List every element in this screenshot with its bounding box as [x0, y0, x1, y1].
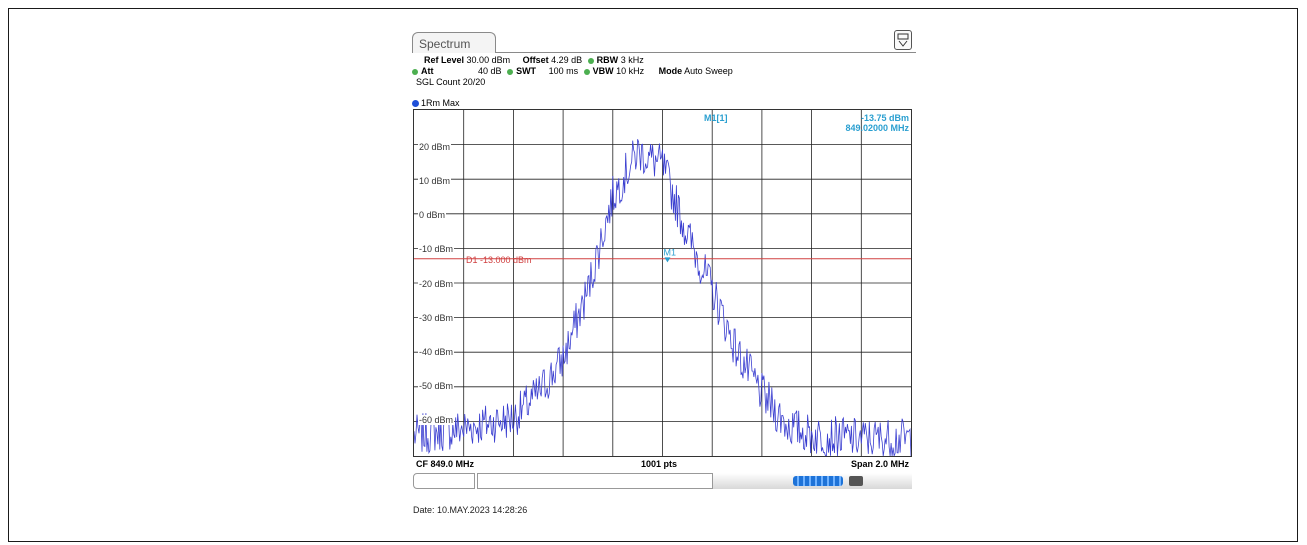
- marker-m1-label: M1: [663, 247, 676, 257]
- marker-m1-symbol: [664, 257, 671, 263]
- swt-status-dot: [507, 68, 514, 75]
- marker-level: -13.75 dBm: [860, 113, 909, 123]
- vbw-status-dot: [583, 68, 590, 75]
- marker-name: M1[1]: [704, 113, 728, 123]
- vbw-value: 10 kHz: [616, 66, 645, 76]
- ref-level-value: 30.00 dBm: [466, 55, 511, 65]
- vbw-label: VBW: [592, 66, 614, 76]
- swt-label: SWT: [516, 66, 537, 76]
- y-tick-label: -20 dBm: [418, 279, 455, 289]
- screenshot-date: Date: 10.MAY.2023 14:28:26: [413, 505, 528, 515]
- param-row-2: Att 40 dB SWT 100 ms VBW 10 kHz Mode Aut…: [412, 66, 733, 77]
- rbw-value: 3 kHz: [620, 55, 644, 65]
- trace-label: 1Rm Max: [421, 98, 460, 108]
- tab-spectrum[interactable]: Spectrum: [412, 32, 496, 53]
- y-tick-label: -30 dBm: [418, 313, 455, 323]
- att-value: 40 dB: [478, 66, 502, 76]
- trace-indicator: 1Rm Max: [412, 98, 460, 108]
- hardware-status-icon: [849, 476, 863, 486]
- att-label: Att: [421, 66, 434, 76]
- printer-icon-glyph: [897, 33, 909, 47]
- rbw-label: RBW: [596, 55, 619, 65]
- offset-label: Offset: [522, 55, 549, 65]
- y-tick-label: -10 dBm: [418, 244, 455, 254]
- spectrum-analyzer-screen: Spectrum Ref Level 30.00 dBm Offset 4.29…: [410, 28, 916, 494]
- display-line-label: D1 -13.000 dBm: [466, 255, 532, 265]
- trace-dot-icon: [412, 100, 419, 108]
- offset-value: 4.29 dB: [551, 55, 583, 65]
- measuring-progress-bar: [793, 476, 843, 486]
- rbw-status-dot: [587, 57, 594, 64]
- center-frequency: CF 849.0 MHz: [416, 459, 475, 469]
- span-value: Span 2.0 MHz: [850, 459, 909, 469]
- trace-line: [414, 139, 911, 456]
- ref-level-label: Ref Level: [424, 55, 465, 65]
- marker-frequency: 849.02000 MHz: [845, 123, 909, 133]
- status-field-message: [477, 473, 713, 489]
- param-row-1: Ref Level 30.00 dBm Offset 4.29 dB RBW 3…: [424, 55, 644, 66]
- status-bar: [413, 473, 912, 490]
- tab-divider: [496, 52, 916, 53]
- y-tick-label: -60 dBm: [418, 415, 455, 425]
- swt-value: 100 ms: [548, 66, 579, 76]
- y-tick-label: 0 dBm: [418, 210, 447, 220]
- plot-canvas: D1 -13.000 dBm M1: [414, 110, 911, 456]
- frequency-axis-bar: CF 849.0 MHz 1001 pts Span 2.0 MHz: [413, 458, 912, 471]
- y-tick-label: -50 dBm: [418, 381, 455, 391]
- sgl-count: SGL Count 20/20: [416, 77, 486, 87]
- y-tick-label: 20 dBm: [418, 142, 452, 152]
- sweep-points: 1001 pts: [641, 459, 678, 469]
- y-tick-label: 10 dBm: [418, 176, 452, 186]
- y-tick-label: -40 dBm: [418, 347, 455, 357]
- page-frame: [8, 8, 1298, 542]
- mode-value: Auto Sweep: [684, 66, 733, 76]
- printer-icon[interactable]: [894, 30, 912, 50]
- mode-label: Mode: [658, 66, 683, 76]
- att-status-dot: [412, 68, 418, 75]
- spectrum-plot[interactable]: D1 -13.000 dBm M1 20 dBm 10 dBm 0 dBm -10…: [413, 109, 912, 457]
- status-field-left: [413, 473, 475, 489]
